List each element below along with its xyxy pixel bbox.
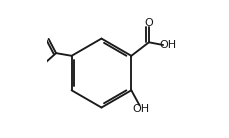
Text: O: O [144, 18, 153, 28]
Text: OH: OH [159, 40, 176, 50]
Text: OH: OH [132, 104, 149, 115]
